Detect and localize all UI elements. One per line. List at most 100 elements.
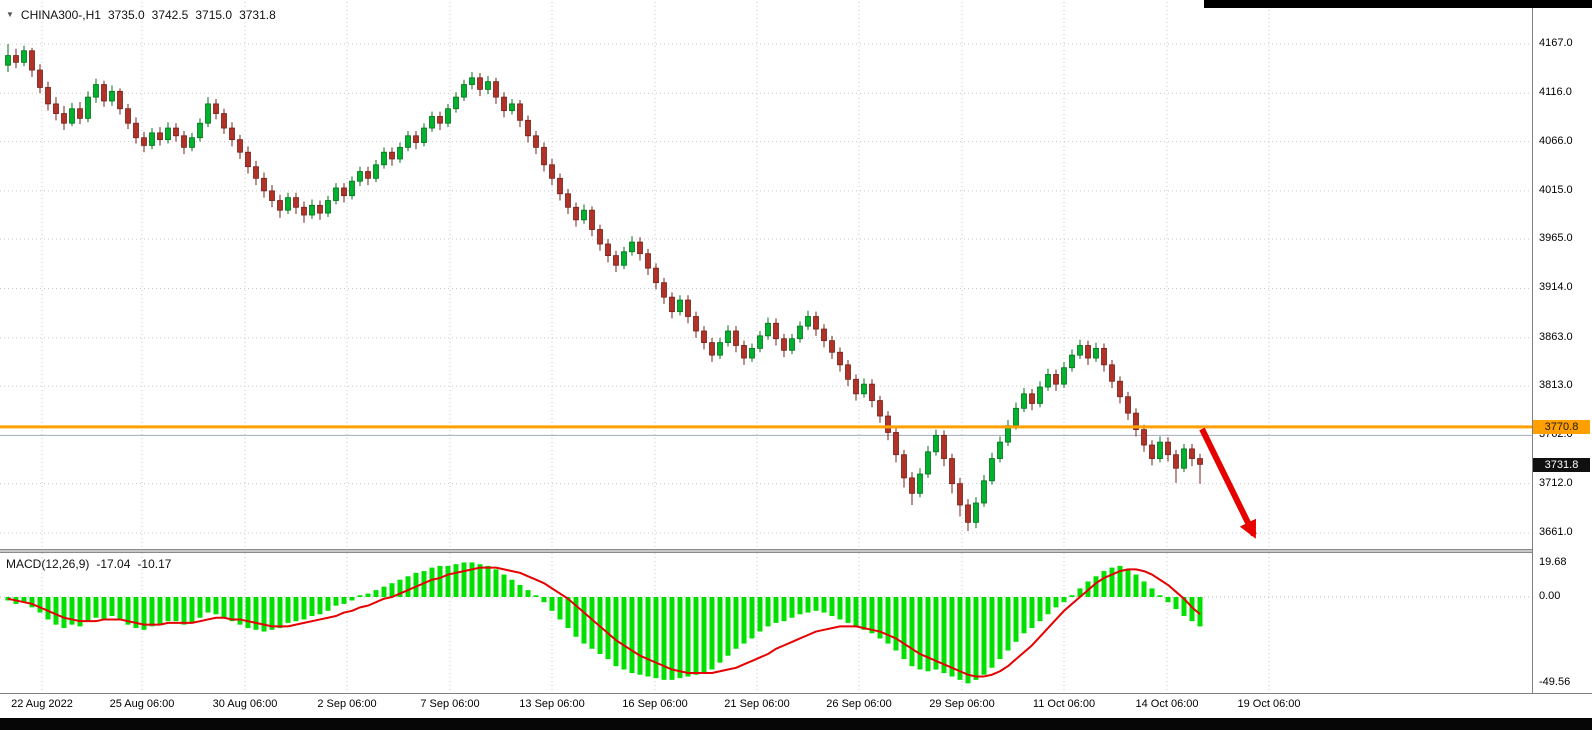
candle — [805, 310, 811, 331]
candle — [293, 192, 299, 215]
candle — [205, 97, 211, 128]
candle — [229, 122, 235, 147]
candle — [653, 263, 659, 290]
candle — [1109, 359, 1115, 389]
candle — [565, 188, 571, 215]
candle — [901, 449, 907, 488]
candle — [549, 158, 555, 186]
candle — [269, 185, 275, 208]
candle — [877, 395, 883, 423]
candle — [573, 202, 579, 227]
candle — [685, 295, 691, 324]
pane-divider[interactable] — [0, 549, 1592, 553]
time-tick-label: 29 Sep 06:00 — [929, 698, 995, 710]
candle — [133, 117, 139, 144]
down-trend-arrow[interactable] — [1199, 427, 1257, 539]
candle — [613, 250, 619, 273]
candle — [949, 453, 955, 494]
candle — [85, 91, 91, 123]
time-tick-label: 14 Oct 06:00 — [1135, 698, 1199, 710]
candle — [149, 128, 155, 150]
candle — [405, 130, 411, 152]
time-tick-label: 25 Aug 06:00 — [109, 698, 175, 710]
candle — [717, 337, 723, 360]
candle — [1165, 437, 1171, 462]
time-tick-label: 16 Sep 06:00 — [622, 698, 688, 710]
candle — [341, 183, 347, 203]
candle — [357, 166, 363, 187]
candles-layer — [5, 43, 1203, 532]
candle — [485, 75, 491, 95]
candle — [701, 326, 707, 350]
candle — [181, 130, 187, 155]
time-tick-label: 11 Oct 06:00 — [1032, 698, 1096, 710]
candle — [1021, 388, 1027, 413]
candle — [1125, 391, 1131, 420]
candle — [797, 321, 803, 343]
candle — [813, 311, 819, 336]
candle — [277, 194, 283, 218]
candle — [1189, 444, 1195, 467]
candle — [429, 111, 435, 132]
candle — [197, 118, 203, 142]
price-axis[interactable]: 4167.0 4116.0 4066.0 4015.0 3965.0 3914.0 3863… — [1532, 0, 1592, 693]
candle — [533, 130, 539, 155]
macd-chart-canvas[interactable] — [0, 553, 1532, 693]
candle — [493, 77, 499, 104]
time-tick-label: 30 Aug 06:00 — [212, 698, 278, 710]
candle — [845, 359, 851, 387]
candle — [5, 43, 11, 72]
candle — [365, 166, 371, 186]
candle — [725, 325, 731, 347]
candle — [101, 80, 107, 107]
candle — [373, 159, 379, 183]
main-chart-canvas[interactable] — [0, 0, 1532, 549]
candle — [773, 318, 779, 346]
candle — [1197, 453, 1203, 484]
time-tick-label: 21 Sep 06:00 — [724, 698, 790, 710]
time-tick-label: 22 Aug 2022 — [11, 698, 73, 710]
candle — [1117, 376, 1123, 404]
macd-pane-border — [0, 693, 1592, 694]
macd-signal-line — [7, 566, 1201, 678]
candle — [381, 147, 387, 169]
candle — [605, 239, 611, 263]
candle — [301, 201, 307, 223]
candle — [1005, 419, 1011, 446]
candle — [253, 160, 259, 186]
candle — [61, 105, 67, 130]
macd-tick-label: -49.56 — [1539, 675, 1571, 688]
candle — [1173, 449, 1179, 483]
candle — [469, 71, 475, 90]
candle — [109, 85, 115, 106]
candle — [757, 330, 763, 353]
candle — [581, 204, 587, 224]
candle — [221, 108, 227, 134]
ohlc-high-value: 3742.5 — [151, 8, 189, 22]
candle — [1053, 369, 1059, 391]
candle — [349, 176, 355, 200]
candle — [1141, 424, 1147, 452]
candle — [213, 99, 219, 120]
candle — [749, 343, 755, 362]
price-tick-label: 3813.0 — [1539, 379, 1573, 392]
time-axis[interactable]: 22 Aug 2022 25 Aug 06:00 30 Aug 06:00 2 Sep… — [0, 694, 1592, 718]
candle — [157, 127, 163, 146]
candle — [789, 333, 795, 355]
candle — [669, 292, 675, 319]
candle — [693, 311, 699, 338]
main-grid-horizontal — [0, 43, 1532, 534]
candle — [925, 445, 931, 478]
candle — [989, 452, 995, 485]
window-top-edge — [1204, 0, 1592, 8]
candle — [781, 333, 787, 358]
candle — [477, 72, 483, 97]
candle — [517, 100, 523, 128]
macd-tick-label: 19.68 — [1539, 556, 1567, 568]
time-tick-label: 13 Sep 06:00 — [519, 698, 585, 710]
ohlc-close-value: 3731.8 — [239, 8, 276, 22]
candle — [861, 378, 867, 398]
candle — [1061, 361, 1067, 389]
time-tick-label: 7 Sep 06:00 — [420, 698, 480, 710]
candle — [1157, 436, 1163, 463]
